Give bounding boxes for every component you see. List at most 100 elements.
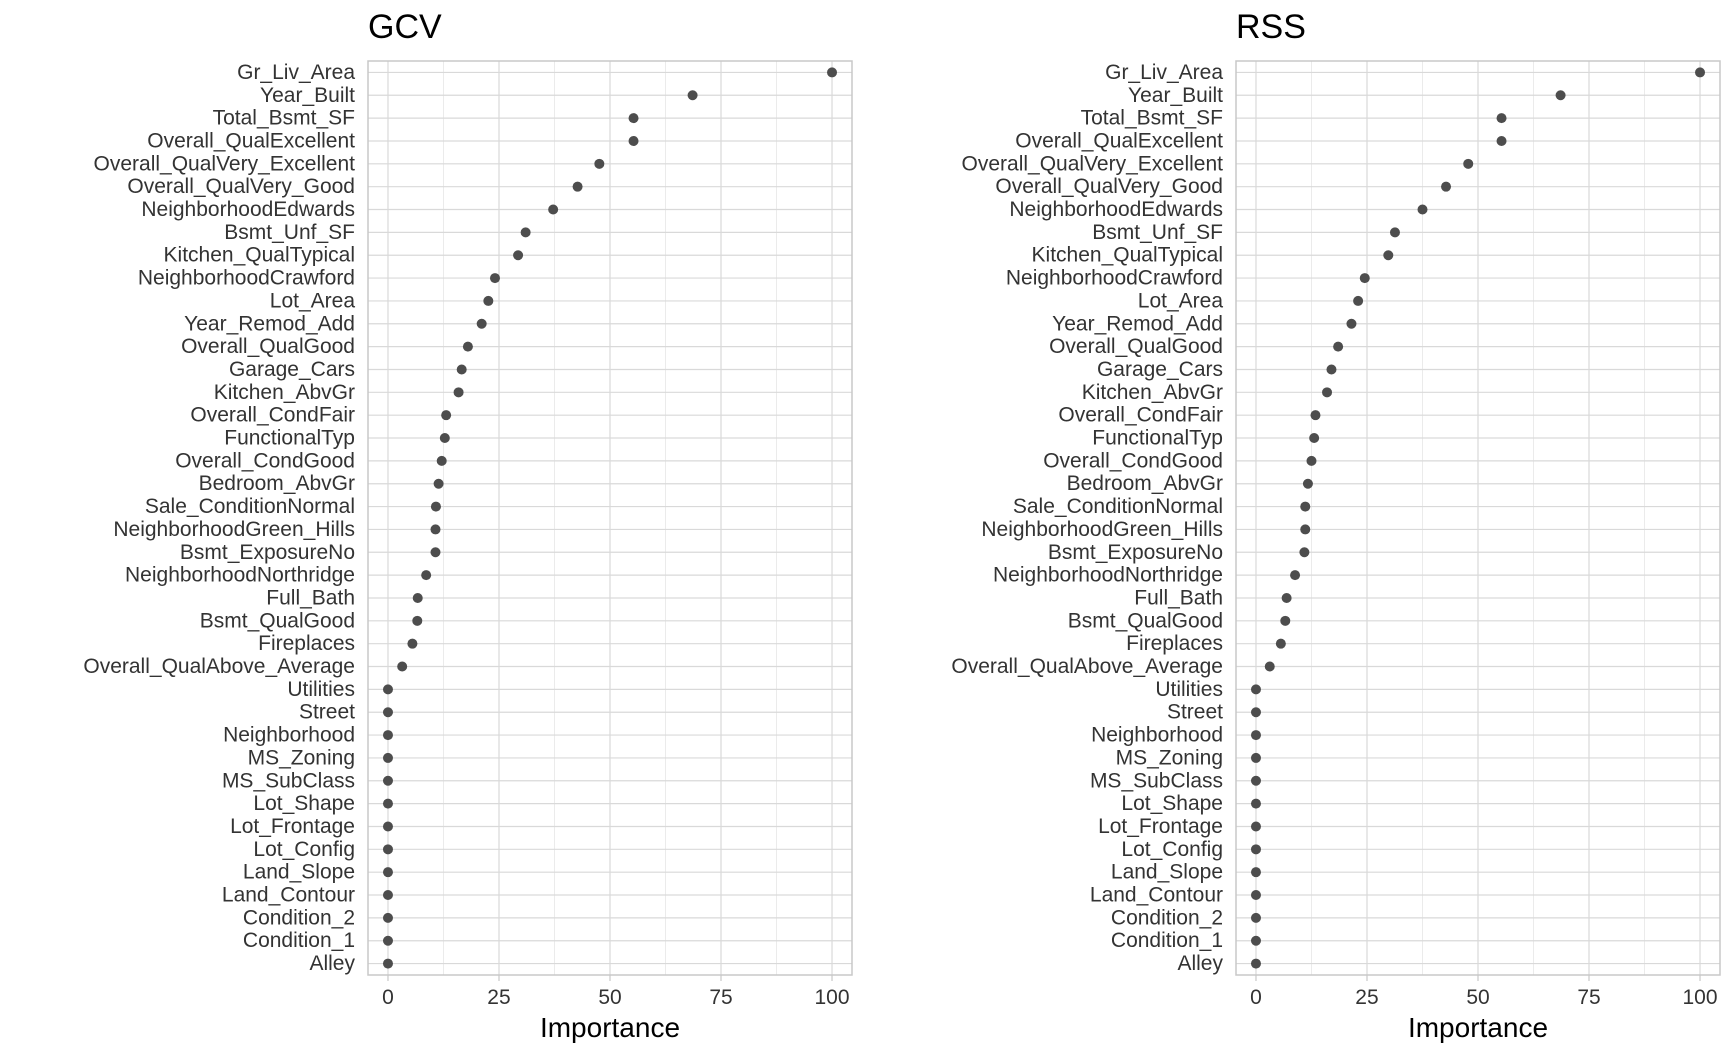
y-tick-label: Full_Bath bbox=[1134, 586, 1223, 609]
y-tick-label: Lot_Frontage bbox=[230, 815, 355, 838]
data-point bbox=[513, 250, 524, 261]
y-tick-label: Land_Slope bbox=[243, 861, 355, 884]
y-tick-label: Condition_2 bbox=[1111, 906, 1223, 929]
data-point bbox=[1310, 410, 1321, 421]
data-point bbox=[483, 295, 494, 306]
y-tick-label: Overall_QualVery_Good bbox=[127, 175, 355, 198]
data-point bbox=[1250, 912, 1261, 923]
data-point bbox=[628, 113, 639, 124]
y-tick-label: Gr_Liv_Area bbox=[237, 61, 355, 84]
data-point bbox=[441, 410, 452, 421]
y-tick-label: Year_Built bbox=[260, 84, 355, 107]
y-tick-label: MS_Zoning bbox=[248, 746, 355, 769]
y-tick-label: Land_Contour bbox=[1090, 884, 1223, 907]
y-tick-label: Kitchen_QualTypical bbox=[164, 244, 355, 267]
data-point bbox=[1441, 181, 1452, 192]
data-point bbox=[1333, 341, 1344, 352]
y-tick-label: Kitchen_QualTypical bbox=[1032, 244, 1223, 267]
data-point bbox=[412, 615, 423, 626]
y-tick-label: Bedroom_AbvGr bbox=[1067, 472, 1223, 495]
y-tick-label: NeighborhoodCrawford bbox=[1006, 267, 1223, 290]
y-tick-label: Overall_QualAbove_Average bbox=[951, 655, 1223, 678]
y-tick-label: Utilities bbox=[287, 678, 355, 701]
data-point bbox=[1281, 592, 1292, 603]
data-point bbox=[1359, 273, 1370, 284]
y-tick-label: Street bbox=[299, 701, 355, 724]
data-point bbox=[382, 935, 393, 946]
data-point bbox=[382, 798, 393, 809]
y-tick-label: Lot_Frontage bbox=[1098, 815, 1223, 838]
data-point bbox=[382, 912, 393, 923]
data-point bbox=[1695, 67, 1706, 78]
data-point bbox=[421, 570, 432, 581]
data-point bbox=[1250, 935, 1261, 946]
data-point bbox=[1250, 730, 1261, 741]
data-point bbox=[1250, 775, 1261, 786]
data-point bbox=[382, 958, 393, 969]
y-tick-label: Neighborhood bbox=[223, 724, 355, 747]
data-point bbox=[687, 90, 698, 101]
x-axis-title: Importance bbox=[1408, 1012, 1548, 1043]
data-point bbox=[1322, 387, 1333, 398]
data-point bbox=[827, 67, 838, 78]
data-point bbox=[628, 135, 639, 146]
data-point bbox=[436, 455, 447, 466]
y-tick-label: FunctionalTyp bbox=[224, 427, 355, 450]
data-point bbox=[1496, 113, 1507, 124]
y-tick-label: Lot_Area bbox=[270, 289, 356, 312]
y-tick-label: Condition_1 bbox=[1111, 929, 1223, 952]
y-tick-label: Overall_QualVery_Excellent bbox=[94, 152, 356, 175]
chart-title: GCV bbox=[368, 8, 442, 46]
y-tick-label: NeighborhoodCrawford bbox=[138, 267, 355, 290]
data-point bbox=[1309, 433, 1320, 444]
y-tick-label: Kitchen_AbvGr bbox=[214, 381, 355, 404]
y-tick-label: Overall_CondGood bbox=[1043, 449, 1223, 472]
y-tick-label: Lot_Shape bbox=[253, 792, 355, 815]
data-point bbox=[382, 707, 393, 718]
y-tick-label: Gr_Liv_Area bbox=[1105, 61, 1223, 84]
data-point bbox=[1250, 752, 1261, 763]
y-tick-label: MS_SubClass bbox=[222, 769, 355, 792]
y-tick-label: Lot_Shape bbox=[1121, 792, 1223, 815]
y-tick-label: Garage_Cars bbox=[229, 358, 355, 381]
y-tick-label: Overall_QualGood bbox=[1049, 335, 1223, 358]
y-tick-label: NeighborhoodGreen_Hills bbox=[981, 518, 1223, 541]
data-point bbox=[1463, 158, 1474, 169]
x-tick-label: 0 bbox=[1250, 986, 1262, 1009]
y-tick-label: Bsmt_Unf_SF bbox=[224, 221, 355, 244]
data-point bbox=[548, 204, 559, 215]
data-point bbox=[1299, 547, 1310, 558]
y-tick-label: Year_Remod_Add bbox=[1052, 312, 1223, 335]
data-point bbox=[382, 752, 393, 763]
x-tick-label: 75 bbox=[709, 986, 732, 1009]
data-point bbox=[1496, 135, 1507, 146]
data-point bbox=[382, 684, 393, 695]
x-tick-label: 25 bbox=[487, 986, 510, 1009]
x-tick-label: 50 bbox=[598, 986, 621, 1009]
data-point bbox=[1290, 570, 1301, 581]
data-point bbox=[1346, 318, 1357, 329]
y-tick-label: Utilities bbox=[1155, 678, 1223, 701]
y-tick-label: Land_Slope bbox=[1111, 861, 1223, 884]
data-point bbox=[1250, 890, 1261, 901]
y-tick-label: NeighborhoodNorthridge bbox=[125, 564, 355, 587]
y-tick-label: NeighborhoodNorthridge bbox=[993, 564, 1223, 587]
data-point bbox=[1264, 661, 1275, 672]
y-tick-label: Overall_QualVery_Good bbox=[995, 175, 1223, 198]
data-point bbox=[476, 318, 487, 329]
y-tick-label: Overall_QualAbove_Average bbox=[83, 655, 355, 678]
data-point bbox=[1306, 455, 1317, 466]
y-tick-label: Overall_QualExcellent bbox=[1015, 129, 1223, 152]
y-tick-label: Kitchen_AbvGr bbox=[1082, 381, 1223, 404]
data-point bbox=[1250, 867, 1261, 878]
data-point bbox=[453, 387, 464, 398]
y-tick-label: Total_Bsmt_SF bbox=[1081, 107, 1223, 130]
data-point bbox=[382, 890, 393, 901]
data-point bbox=[382, 844, 393, 855]
y-tick-label: NeighborhoodEdwards bbox=[141, 198, 355, 221]
data-point bbox=[572, 181, 583, 192]
y-tick-label: Overall_CondGood bbox=[175, 449, 355, 472]
data-point bbox=[1300, 501, 1311, 512]
data-point bbox=[462, 341, 473, 352]
data-point bbox=[1250, 684, 1261, 695]
